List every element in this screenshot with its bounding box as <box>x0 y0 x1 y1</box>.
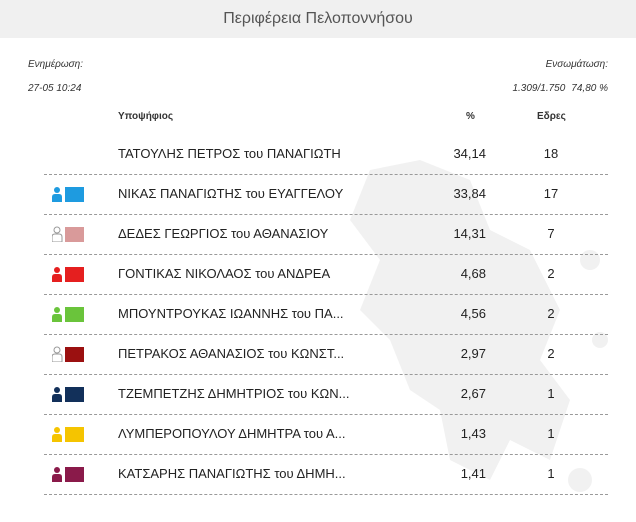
table-row[interactable]: ΛΥΜΠΕΡΟΠΟΥΛΟΥ ΔΗΜΗΤΡΑ του Α... 1,43 1 <box>44 414 608 455</box>
integration-count: 1.309/1.750 <box>512 83 566 94</box>
table-row[interactable]: ΔΕΔΕΣ ΓΕΩΡΓΙΟΣ του ΑΘΑΝΑΣΙΟΥ 14,31 7 <box>44 214 608 255</box>
person-flag-icon <box>52 267 84 282</box>
candidate-name: ΜΠΟΥΝΤΡΟΥΚΑΣ ΙΩΑΝΝΗΣ του ΠΑ... <box>118 306 344 321</box>
table-row[interactable]: ΠΕΤΡΑΚΟΣ ΑΘΑΝΑΣΙΟΣ του ΚΩΝΣΤ... 2,97 2 <box>44 334 608 375</box>
candidate-name: ΠΕΤΡΑΚΟΣ ΑΘΑΝΑΣΙΟΣ του ΚΩΝΣΤ... <box>118 346 345 361</box>
table-row[interactable]: ΓΟΝΤΙΚΑΣ ΝΙΚΟΛΑΟΣ του ΑΝΔΡΕΑ 4,68 2 <box>44 254 608 295</box>
candidate-percent: 2,97 <box>460 346 486 361</box>
candidate-name: ΚΑΤΣΑΡΗΣ ΠΑΝΑΓΙΩΤΗΣ του ΔΗΜΗ... <box>118 466 346 481</box>
candidate-seats: 2 <box>547 346 555 361</box>
table-row[interactable]: ΜΠΟΥΝΤΡΟΥΚΑΣ ΙΩΑΝΝΗΣ του ΠΑ... 4,56 2 <box>44 294 608 335</box>
table-row[interactable]: ΝΙΚΑΣ ΠΑΝΑΓΙΩΤΗΣ του ΕΥΑΓΓΕΛΟΥ 33,84 17 <box>44 174 608 215</box>
page-title: Περιφέρεια Πελοποννήσου <box>223 10 413 27</box>
candidate-name: ΝΙΚΑΣ ΠΑΝΑΓΙΩΤΗΣ του ΕΥΑΓΓΕΛΟΥ <box>118 186 344 201</box>
update-label: Ενημέρωση: <box>28 59 83 70</box>
column-percent: % <box>466 111 475 122</box>
candidate-seats: 7 <box>547 226 555 241</box>
person-outline-flag-icon <box>52 226 84 242</box>
candidate-percent: 34,14 <box>453 146 486 161</box>
candidate-percent: 14,31 <box>453 226 486 241</box>
column-candidate: Υποψήφιος <box>118 111 174 122</box>
candidate-name: ΛΥΜΠΕΡΟΠΟΥΛΟΥ ΔΗΜΗΤΡΑ του Α... <box>118 426 346 441</box>
person-flag-icon <box>52 467 84 482</box>
person-flag-icon <box>52 387 84 402</box>
person-outline-flag-icon <box>52 346 84 362</box>
candidate-name: ΔΕΔΕΣ ΓΕΩΡΓΙΟΣ του ΑΘΑΝΑΣΙΟΥ <box>118 226 329 241</box>
table-row[interactable]: ΚΑΤΣΑΡΗΣ ΠΑΝΑΓΙΩΤΗΣ του ΔΗΜΗ... 1,41 1 <box>44 454 608 495</box>
candidate-percent: 4,56 <box>460 306 486 321</box>
candidate-name: ΓΟΝΤΙΚΑΣ ΝΙΚΟΛΑΟΣ του ΑΝΔΡΕΑ <box>118 266 331 281</box>
person-flag-icon <box>52 427 84 442</box>
candidate-seats: 1 <box>547 466 555 481</box>
candidate-percent: 2,67 <box>460 386 486 401</box>
candidate-seats: 1 <box>547 426 555 441</box>
update-timestamp: 27-05 10:24 <box>28 83 82 94</box>
column-seats: Εδρες <box>537 111 566 122</box>
table-row[interactable]: ΤΖΕΜΠΕΤΖΗΣ ΔΗΜΗΤΡΙΟΣ του ΚΩΝ... 2,67 1 <box>44 374 608 415</box>
region-header: Περιφέρεια Πελοποννήσου <box>0 0 636 38</box>
integration-percent: 74,80 % <box>571 83 608 94</box>
candidate-name: ΤΖΕΜΠΕΤΖΗΣ ΔΗΜΗΤΡΙΟΣ του ΚΩΝ... <box>118 386 350 401</box>
integration-values: 1.309/1.750 74,80 % <box>506 83 608 94</box>
candidate-name: ΤΑΤΟΥΛΗΣ ΠΕΤΡΟΣ του ΠΑΝΑΓΙΩΤΗ <box>118 146 341 161</box>
candidate-percent: 1,43 <box>460 426 486 441</box>
candidate-percent: 4,68 <box>460 266 486 281</box>
candidate-percent: 33,84 <box>453 186 486 201</box>
person-flag-icon <box>52 187 84 202</box>
integration-label: Ενσωμάτωση: <box>545 59 608 70</box>
candidate-seats: 17 <box>543 186 559 201</box>
candidate-seats: 2 <box>547 266 555 281</box>
table-row[interactable]: ΤΑΤΟΥΛΗΣ ΠΕΤΡΟΣ του ΠΑΝΑΓΙΩΤΗ 34,14 18 <box>44 134 608 175</box>
region-map-watermark <box>350 160 608 492</box>
candidate-seats: 18 <box>543 146 559 161</box>
person-flag-icon <box>52 307 84 322</box>
candidate-seats: 1 <box>547 386 555 401</box>
candidate-seats: 2 <box>547 306 555 321</box>
candidate-percent: 1,41 <box>460 466 486 481</box>
